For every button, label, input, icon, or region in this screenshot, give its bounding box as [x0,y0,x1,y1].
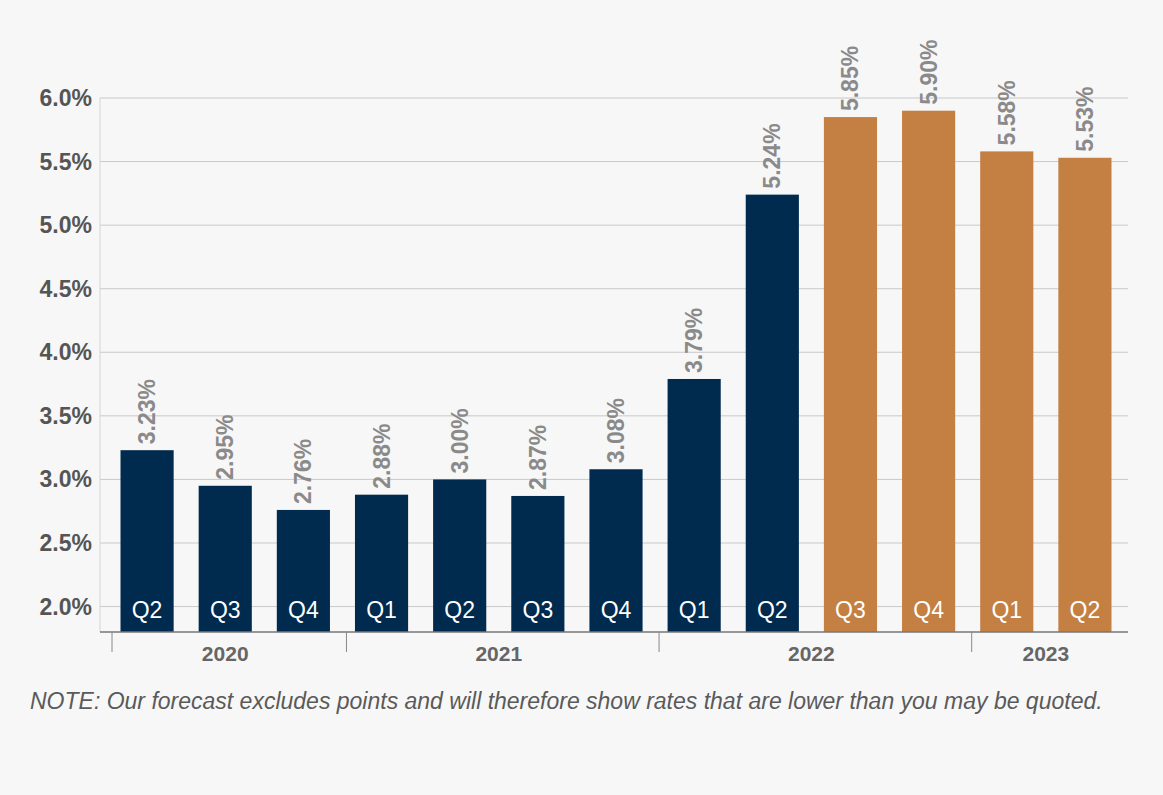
data-label: 2.95% [212,415,238,480]
grid-line [100,161,1128,162]
bar [355,495,408,632]
grid-line [100,352,1128,353]
data-label: 5.53% [1072,87,1098,152]
x-tick-label: Q2 [444,597,475,623]
bars [121,111,1112,632]
x-tick-label: Q3 [523,597,554,623]
group-separator [346,632,347,652]
data-label: 3.00% [447,408,473,473]
y-tick-label: 5.5% [40,149,92,175]
x-tick-label: Q1 [366,597,397,623]
x-tick-label: Q4 [601,597,632,623]
x-tick-label: Q3 [210,597,241,623]
bar [511,496,564,632]
grid-line [100,225,1128,226]
group-label: 2023 [1022,642,1069,665]
grid-line [100,288,1128,289]
y-tick-label: 3.5% [40,403,92,429]
group-separator [112,632,113,652]
group-label: 2020 [202,642,249,665]
bar [746,195,799,632]
x-tick-label: Q2 [132,597,163,623]
data-label: 5.24% [759,123,785,188]
y-axis-line [100,98,101,632]
y-tick-label: 4.5% [40,276,92,302]
group-label: 2021 [475,642,522,665]
bar [589,469,642,632]
bar [433,479,486,632]
group-separator [659,632,660,652]
x-tick-label: Q4 [913,597,944,623]
y-tick-label: 6.0% [40,85,92,111]
bar [277,510,330,632]
chart: 2.0% 2.5% 3.0% 3.5% 4.0% 4.5% 5.0% 5.5% 6.0% Q2 Q3… [0,0,1163,795]
bar [1058,158,1111,632]
x-axis-line [100,631,1128,633]
bar [668,379,721,632]
data-label: 2.88% [369,423,395,488]
x-tick-label: Q2 [1070,597,1101,623]
data-label: 5.85% [837,46,863,111]
y-tick-label: 4.0% [40,339,92,365]
x-tick-label: Q2 [757,597,788,623]
bar [824,117,877,632]
x-tick-label: Q1 [679,597,710,623]
note: NOTE: Our forecast excludes points and w… [30,683,1120,719]
x-tick-label: Q3 [835,597,866,623]
bar [121,450,174,632]
data-label: 3.23% [134,379,160,444]
bar [199,486,252,632]
y-tick-label: 2.0% [40,594,92,620]
data-label: 3.08% [603,398,629,463]
data-label: 5.90% [916,39,942,104]
grid-line [100,98,1128,99]
bar [980,151,1033,632]
y-tick-label: 2.5% [40,530,92,556]
data-label: 2.76% [290,439,316,504]
group-label: 2022 [788,642,835,665]
y-tick-label: 5.0% [40,212,92,238]
x-tick-label: Q1 [991,597,1022,623]
x-tick-label: Q4 [288,597,319,623]
data-label: 5.58% [994,80,1020,145]
bar [902,111,955,632]
data-label: 3.79% [681,308,707,373]
y-tick-label: 3.0% [40,466,92,492]
data-label: 2.87% [525,425,551,490]
group-separator [971,632,972,652]
